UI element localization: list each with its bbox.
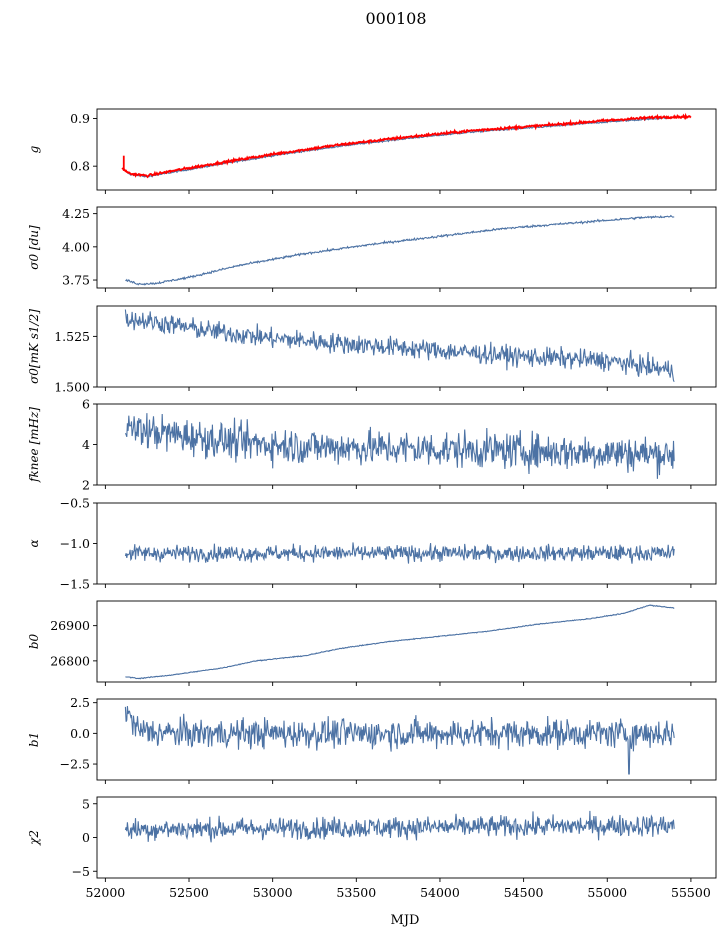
y-axis-label-6: b0 [27,633,41,649]
x-tick-label-1: 52000 [85,885,125,900]
series-line-7 [124,706,675,775]
y-tick-label-3-1: 1.500 [54,380,90,395]
series-line-6 [125,604,675,680]
y-tick-label-4-2: 4 [82,437,90,452]
y-tick-label-2-3: 4.25 [62,206,90,221]
panel-6: 26800 26900 b0 [27,600,717,686]
y-axis-label-7: b1 [27,732,41,747]
x-tick-label-4: 53500 [336,885,376,900]
panel-frame-5 [96,502,717,585]
y-tick-label-7-3: 2.5 [70,695,90,710]
panel-8: −5 0 5 χ2 [27,796,717,882]
panel-2: 3.75 4.00 4.25 σ0 [du] [27,206,717,292]
series-line-3 [124,309,675,382]
chart-title: 000108 [365,9,426,28]
y-tick-label-5-1: −1.5 [60,577,90,592]
series-line-1 [125,116,675,178]
panel-1: 0.8 0.9 g [27,108,717,194]
y-axis-label-2: σ0 [du] [27,225,41,270]
x-axis-label: MJD [391,913,420,928]
y-axis-label-5: α [27,539,41,547]
panel-frame-2 [96,206,717,289]
x-tick-label-3: 53000 [253,885,293,900]
y-tick-label-3-2: 1.525 [54,329,90,344]
x-tick-label-7: 55000 [587,885,627,900]
panel-7: −2.5 0.0 2.5 b1 [27,695,717,784]
y-tick-label-8-1: −5 [72,864,90,879]
y-axis-label-3: σ0[mK s1/2] [27,309,41,384]
y-tick-label-1-1: 0.8 [70,159,90,174]
panel-frame-6 [96,600,717,683]
y-axis-label-4: fknee [mHz] [27,407,41,483]
panel-frame-7 [96,698,717,781]
y-tick-label-1-2: 0.9 [70,111,90,126]
y-tick-label-7-1: −2.5 [60,757,90,772]
y-tick-label-2-2: 4.00 [62,239,90,254]
panel-5: −1.5 −1.0 −0.5 α [27,496,717,592]
y-tick-label-6-1: 26800 [50,653,90,668]
x-tick-label-2: 52500 [169,885,209,900]
panel-frame-3 [96,305,717,388]
panel-3: 1.500 1.525 σ0[mK s1/2] [27,305,717,395]
overlay-line-1 [121,112,692,179]
y-axis-label-8: χ2 [27,830,41,846]
y-axis-label-1: g [27,145,41,153]
x-axis: 52000 52500 53000 53500 54000 54500 55000 55500 [85,885,710,900]
y-tick-label-2-1: 3.75 [62,273,90,288]
series-line-4 [124,413,675,479]
x-tick-label-8: 55500 [671,885,711,900]
series-line-8 [124,810,675,843]
y-tick-label-4-1: 2 [82,478,90,493]
y-tick-label-8-3: 5 [82,796,90,811]
panels: 0.8 0.9 g 3.75 4.00 4.25 σ0 [du] 1.500 1.525 σ0[m… [27,108,717,882]
y-tick-label-8-2: 0 [82,830,90,845]
y-tick-label-7-2: 0.0 [70,726,90,741]
y-tick-label-4-3: 6 [82,397,90,412]
y-tick-label-6-2: 26900 [50,618,90,633]
panel-frame-1 [96,108,717,191]
x-tick-label-5: 54000 [420,885,460,900]
series-line-5 [124,542,675,564]
series-line-2 [125,214,675,286]
y-tick-label-5-3: −0.5 [60,496,90,511]
panel-4: 2 4 6 fknee [mHz] [27,397,717,493]
y-tick-label-5-2: −1.0 [60,536,90,551]
x-tick-label-6: 54500 [504,885,544,900]
